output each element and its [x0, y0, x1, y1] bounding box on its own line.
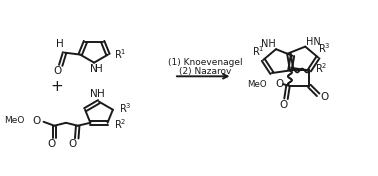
- Text: +: +: [51, 78, 64, 94]
- Text: O: O: [320, 92, 328, 102]
- Text: N: N: [90, 64, 98, 74]
- Text: R$^2$: R$^2$: [315, 62, 327, 75]
- Text: (2) Nazarov: (2) Nazarov: [179, 67, 231, 76]
- Text: (1) Knoevenagel: (1) Knoevenagel: [168, 58, 242, 67]
- Text: H: H: [56, 39, 64, 49]
- Text: O: O: [69, 139, 77, 149]
- Text: NH: NH: [261, 39, 276, 49]
- Text: HN: HN: [306, 37, 321, 47]
- Text: O: O: [279, 100, 287, 110]
- Text: R$^2$: R$^2$: [114, 117, 126, 131]
- Text: R$^3$: R$^3$: [318, 42, 330, 55]
- Text: O: O: [54, 66, 62, 76]
- Text: R$^1$: R$^1$: [115, 47, 127, 61]
- Text: MeO: MeO: [247, 80, 266, 89]
- Text: R$^3$: R$^3$: [119, 101, 132, 115]
- Text: H: H: [95, 64, 103, 74]
- Text: O: O: [275, 79, 284, 89]
- Text: O: O: [47, 139, 56, 149]
- Text: O: O: [33, 116, 41, 126]
- Text: R$^1$: R$^1$: [252, 44, 265, 58]
- Text: N: N: [90, 89, 98, 99]
- Text: MeO: MeO: [4, 116, 24, 125]
- Text: H: H: [97, 89, 105, 99]
